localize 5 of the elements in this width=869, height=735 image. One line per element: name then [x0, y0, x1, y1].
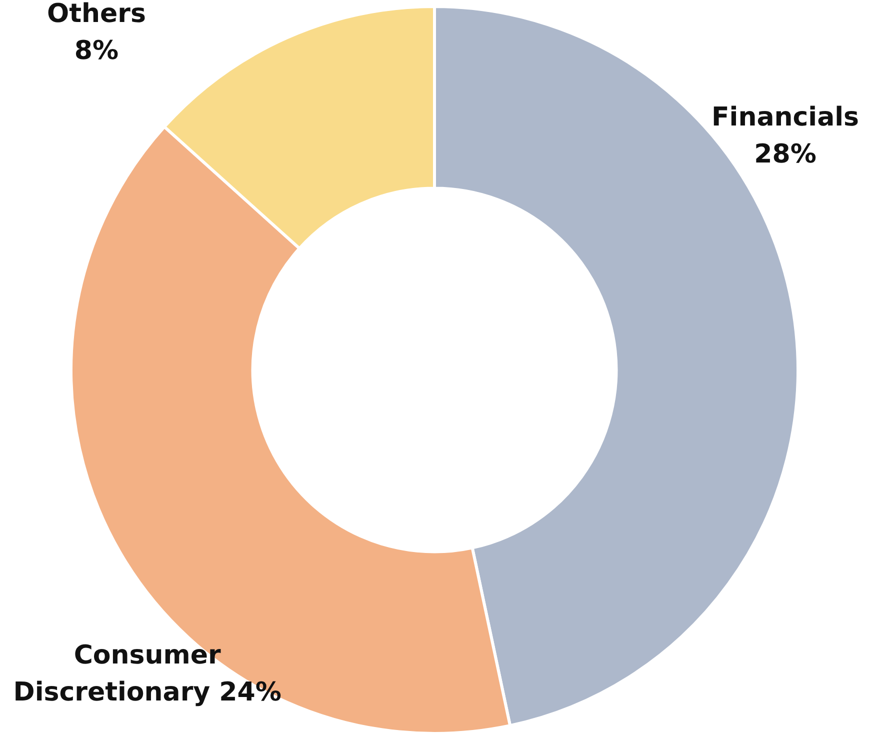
data-label: 28% — [754, 140, 816, 170]
slice-label: Financials — [712, 102, 860, 133]
slice-label: Consumer Discretionary 24% — [13, 640, 282, 708]
slice-label: Others — [46, 0, 146, 30]
data-label: 8% — [74, 36, 119, 66]
